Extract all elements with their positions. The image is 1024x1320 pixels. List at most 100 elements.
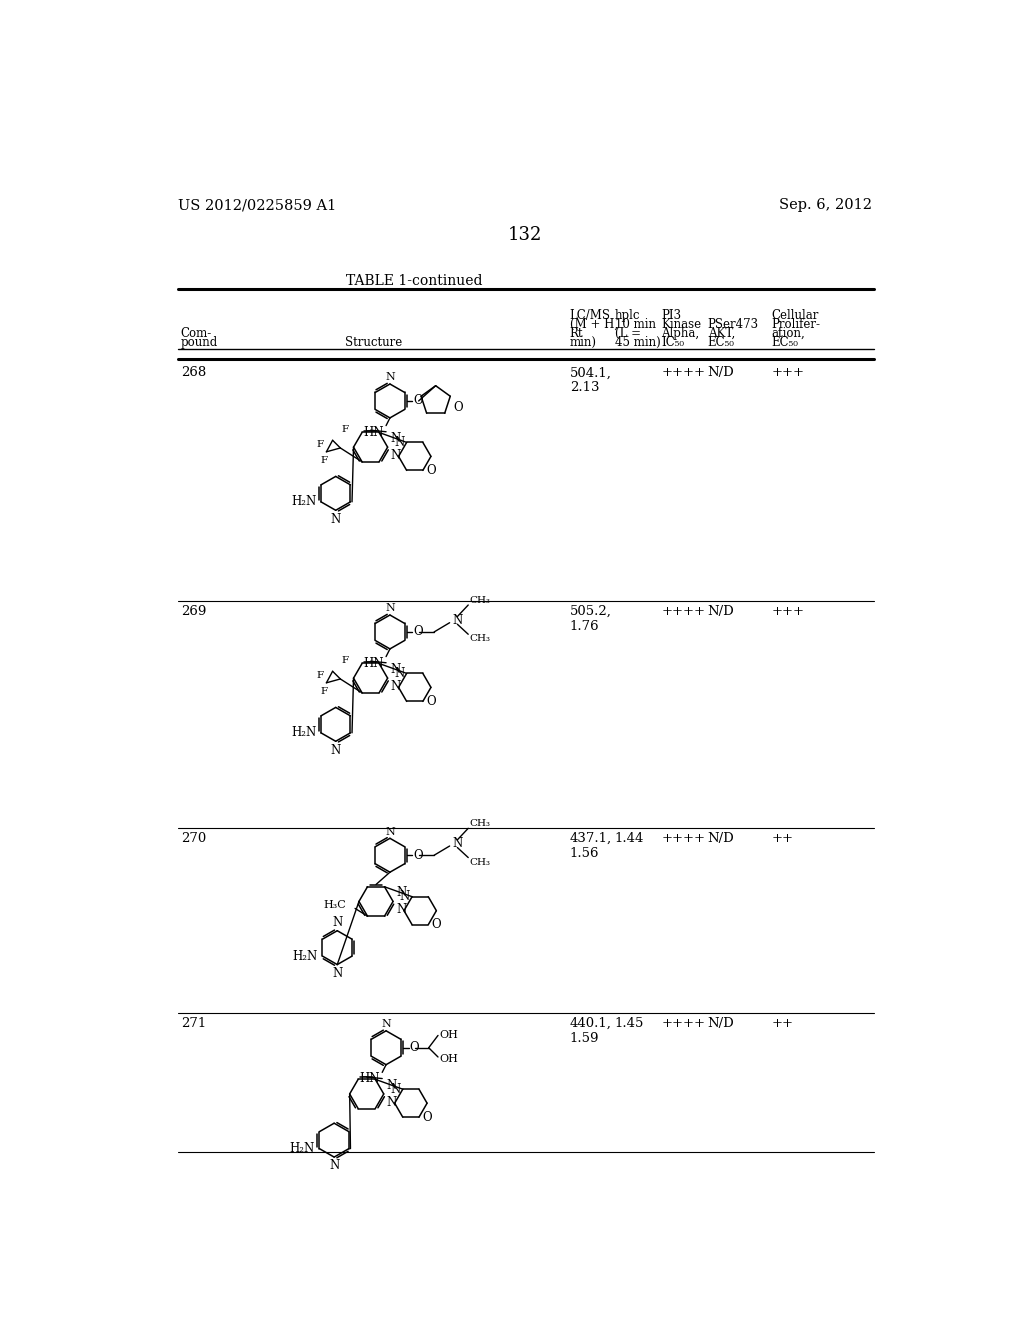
Text: (L =: (L = <box>614 327 641 341</box>
Text: EC₅₀: EC₅₀ <box>771 337 798 350</box>
Text: ++++: ++++ <box>662 605 706 618</box>
Text: 271: 271 <box>180 1016 206 1030</box>
Text: N: N <box>387 1096 397 1109</box>
Text: N: N <box>385 826 395 837</box>
Text: TABLE 1-continued: TABLE 1-continued <box>346 275 483 288</box>
Text: ation,: ation, <box>771 327 805 341</box>
Text: Sep. 6, 2012: Sep. 6, 2012 <box>779 198 872 213</box>
Text: 45 min): 45 min) <box>614 337 660 350</box>
Text: N: N <box>332 966 342 979</box>
Text: Structure: Structure <box>345 337 402 350</box>
Text: CH₃: CH₃ <box>470 858 490 866</box>
Text: CH₃: CH₃ <box>470 820 490 829</box>
Text: hplc: hplc <box>614 309 640 322</box>
Text: PI3: PI3 <box>662 309 681 322</box>
Text: N: N <box>329 1159 339 1172</box>
Text: 504.1,
2.13: 504.1, 2.13 <box>569 367 611 395</box>
Text: 437.1,
1.56: 437.1, 1.56 <box>569 832 612 861</box>
Text: H₂N: H₂N <box>290 1142 314 1155</box>
Text: N: N <box>391 432 401 445</box>
Text: N: N <box>385 603 395 614</box>
Text: HN: HN <box>359 1072 380 1085</box>
Text: F: F <box>316 440 324 449</box>
Text: 132: 132 <box>508 226 542 244</box>
Text: O: O <box>454 400 463 413</box>
Text: F: F <box>342 656 349 665</box>
Text: 270: 270 <box>180 832 206 845</box>
Text: HN: HN <box>364 656 384 669</box>
Text: EC₅₀: EC₅₀ <box>708 337 734 350</box>
Text: AKT,: AKT, <box>708 327 735 341</box>
Text: N: N <box>391 680 401 693</box>
Text: N: N <box>385 372 395 383</box>
Text: F: F <box>342 425 349 434</box>
Text: N/D: N/D <box>708 605 734 618</box>
Text: (M + H,: (M + H, <box>569 318 617 331</box>
Text: IC₅₀: IC₅₀ <box>662 337 684 350</box>
Text: 268: 268 <box>180 367 206 379</box>
Text: ++++: ++++ <box>662 367 706 379</box>
Text: +++: +++ <box>771 367 804 379</box>
Text: O: O <box>410 1041 419 1055</box>
Text: N: N <box>387 1078 397 1092</box>
Text: PSer473: PSer473 <box>708 318 759 331</box>
Text: Alpha,: Alpha, <box>662 327 699 341</box>
Text: N: N <box>391 449 401 462</box>
Text: N: N <box>399 890 410 903</box>
Text: O: O <box>431 919 441 931</box>
Text: N: N <box>381 1019 391 1030</box>
Text: N/D: N/D <box>708 367 734 379</box>
Text: H₃C: H₃C <box>323 899 346 909</box>
Text: 440.1,
1.59: 440.1, 1.59 <box>569 1016 611 1045</box>
Text: N: N <box>391 663 401 676</box>
Text: N: N <box>394 436 404 449</box>
Text: CH₃: CH₃ <box>470 597 490 605</box>
Text: N: N <box>331 512 341 525</box>
Text: Cellular: Cellular <box>771 309 818 322</box>
Text: N: N <box>394 667 404 680</box>
Text: F: F <box>321 686 328 696</box>
Text: US 2012/0225859 A1: US 2012/0225859 A1 <box>178 198 337 213</box>
Text: CH₃: CH₃ <box>470 635 490 643</box>
Text: O: O <box>414 849 423 862</box>
Text: O: O <box>422 1110 432 1123</box>
Text: N: N <box>453 614 463 627</box>
Text: H₂N: H₂N <box>293 949 317 962</box>
Text: O: O <box>426 694 435 708</box>
Text: Kinase: Kinase <box>662 318 701 331</box>
Text: N: N <box>332 916 342 929</box>
Text: H₂N: H₂N <box>291 495 316 508</box>
Text: +++: +++ <box>771 605 804 618</box>
Text: 1.44: 1.44 <box>614 832 644 845</box>
Text: 505.2,
1.76: 505.2, 1.76 <box>569 605 611 634</box>
Text: 1.45: 1.45 <box>614 1016 644 1030</box>
Text: N/D: N/D <box>708 832 734 845</box>
Text: N: N <box>331 743 341 756</box>
Text: 269: 269 <box>180 605 206 618</box>
Text: ++: ++ <box>771 1016 794 1030</box>
Text: O: O <box>414 395 423 408</box>
Text: ++: ++ <box>771 832 794 845</box>
Text: min): min) <box>569 337 597 350</box>
Text: N/D: N/D <box>708 1016 734 1030</box>
Text: OH: OH <box>439 1031 459 1040</box>
Text: N: N <box>390 1082 400 1096</box>
Text: N: N <box>396 887 407 899</box>
Text: Rt: Rt <box>569 327 584 341</box>
Text: H₂N: H₂N <box>291 726 316 739</box>
Text: Com-: Com- <box>180 327 212 341</box>
Text: ++++: ++++ <box>662 832 706 845</box>
Text: O: O <box>414 626 423 639</box>
Text: LC/MS: LC/MS <box>569 309 610 322</box>
Text: 10 min: 10 min <box>614 318 655 331</box>
Text: N: N <box>453 837 463 850</box>
Text: O: O <box>426 463 435 477</box>
Text: HN: HN <box>364 425 384 438</box>
Text: pound: pound <box>180 337 218 350</box>
Text: ++++: ++++ <box>662 1016 706 1030</box>
Text: F: F <box>321 455 328 465</box>
Text: N: N <box>396 903 407 916</box>
Text: Prolifer-: Prolifer- <box>771 318 820 331</box>
Text: F: F <box>316 671 324 680</box>
Text: OH: OH <box>439 1053 459 1064</box>
